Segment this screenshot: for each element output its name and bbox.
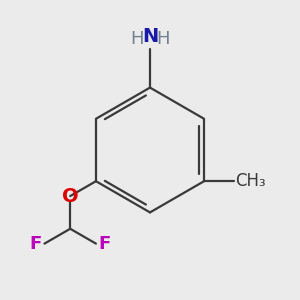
Text: F: F [30, 235, 42, 253]
Text: N: N [142, 27, 158, 46]
Text: F: F [98, 235, 111, 253]
Text: H: H [130, 29, 143, 47]
Text: H: H [157, 29, 170, 47]
Text: CH₃: CH₃ [235, 172, 266, 190]
Text: O: O [62, 187, 79, 206]
